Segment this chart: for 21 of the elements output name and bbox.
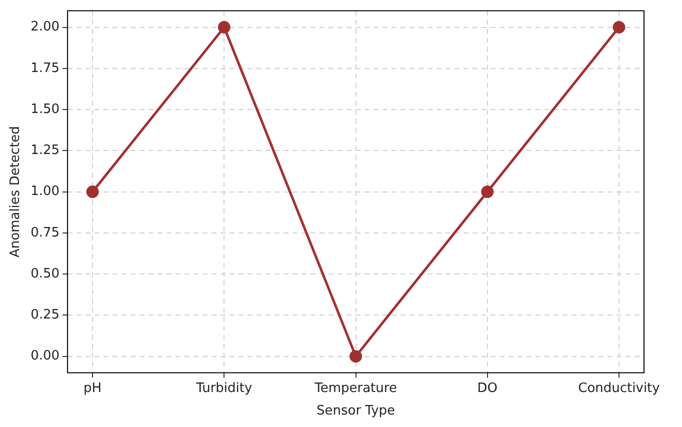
x-axis-title: Sensor Type (316, 404, 396, 419)
y-tick-label: 2.00 (30, 20, 60, 35)
point (612, 21, 626, 34)
point (218, 21, 230, 34)
x-tick-label: Temperature (314, 380, 397, 396)
point (86, 186, 99, 198)
y-tick-label: 0.00 (30, 348, 60, 364)
y-tick-label: 1.00 (30, 184, 60, 200)
y-tick-label: 0.25 (30, 308, 60, 323)
x-tick-label: DO (477, 380, 498, 396)
point (481, 186, 494, 198)
x-tick-label: Turbidity (195, 380, 252, 396)
y-tick-label: 1.50 (30, 102, 60, 117)
x-tick-label: Conductivity (578, 380, 660, 396)
y-tick-label: 1.75 (30, 60, 60, 76)
y-tick-label: 0.50 (30, 266, 60, 282)
point (350, 350, 362, 363)
x-tick-label: pH (84, 380, 102, 396)
y-axis-title: Anomalies Detected (8, 126, 24, 258)
y-tick-label: 1.25 (30, 143, 60, 158)
y-tick-label: 0.75 (30, 225, 60, 240)
